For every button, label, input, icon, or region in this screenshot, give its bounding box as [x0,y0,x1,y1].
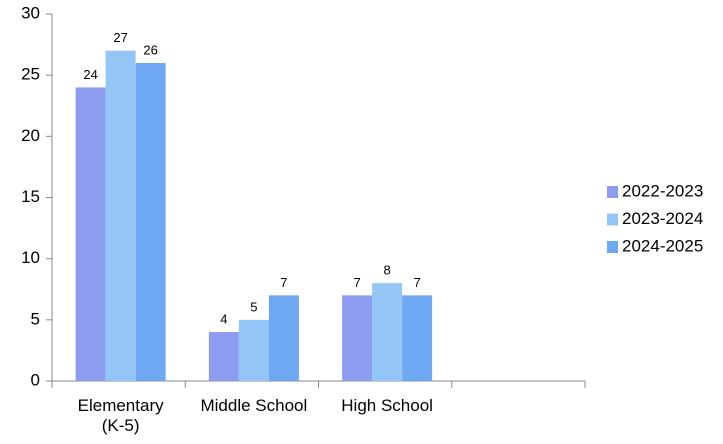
bar [342,295,373,381]
bar [75,87,106,382]
value-label: 26 [143,42,157,57]
legend-label: 2022-2023 [622,181,703,200]
legend-swatch [607,241,618,253]
value-label: 27 [113,30,127,45]
x-tick-label: Middle School [200,396,308,415]
value-label: 7 [280,275,287,290]
bar [135,62,166,381]
value-label: 7 [414,275,421,290]
bar [402,295,433,381]
y-tick-label: 10 [21,248,40,267]
bar [105,50,136,381]
bar [372,283,403,381]
y-tick-label: 25 [21,65,40,84]
y-tick-label: 0 [31,370,40,389]
value-label: 7 [354,275,361,290]
bar [208,332,239,381]
value-label: 24 [83,67,97,82]
y-tick-label: 5 [31,309,40,328]
y-tick-label: 20 [21,126,40,145]
legend-label: 2023-2024 [622,209,703,228]
legend-label: 2024-2025 [622,236,703,255]
value-label: 5 [250,299,257,314]
legend-swatch [607,186,618,198]
bar [238,319,269,381]
bar [268,295,299,381]
y-tick-label: 15 [21,187,40,206]
y-tick-label: 30 [21,3,40,22]
x-tick-label: High School [341,396,433,415]
legend-swatch [607,213,618,226]
value-label: 4 [220,312,227,327]
value-label: 8 [384,263,391,278]
x-tick-label: Elementary (K-5) [77,396,164,435]
